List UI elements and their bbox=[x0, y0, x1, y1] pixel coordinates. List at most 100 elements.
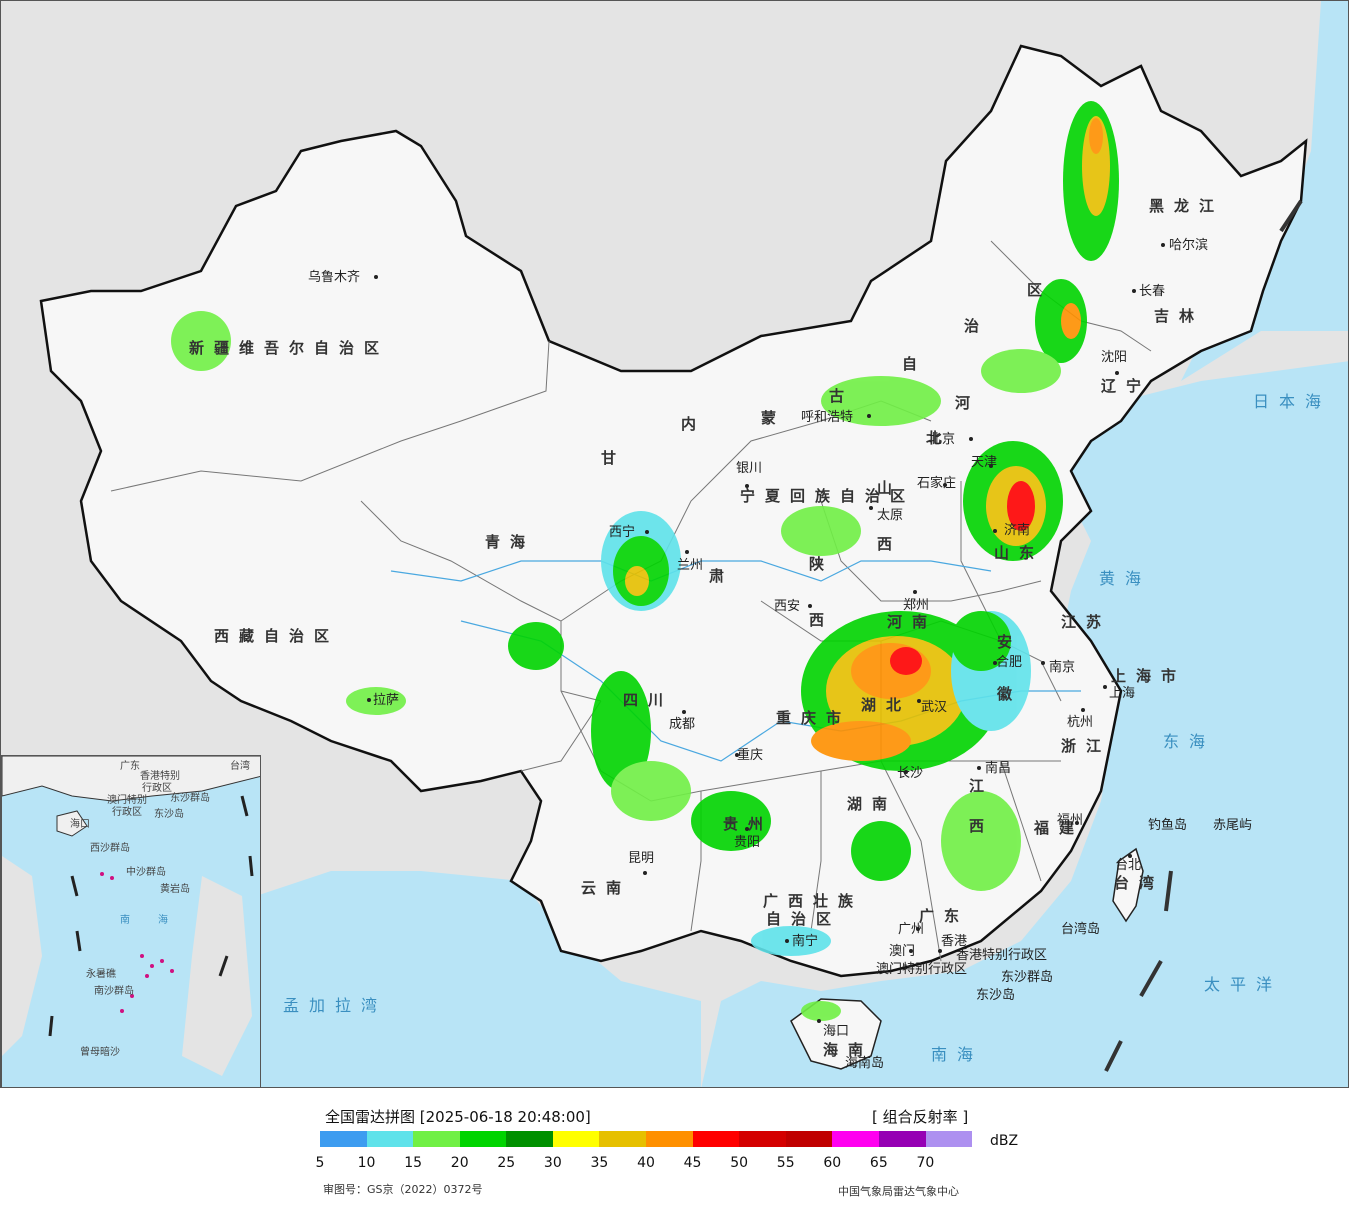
province-label: 自治区 bbox=[766, 910, 842, 928]
sea-japan bbox=[1181, 1, 1348, 381]
city-marker-icon bbox=[817, 1019, 821, 1023]
city-label: 乌鲁木齐 bbox=[308, 270, 361, 285]
inset-place-label: 西沙群岛 bbox=[90, 843, 130, 854]
province-label: 湖南 bbox=[847, 795, 898, 813]
city-marker-icon bbox=[1132, 289, 1136, 293]
sea-label: 东海 bbox=[1163, 732, 1216, 751]
city-label: 广州 bbox=[898, 922, 925, 937]
province-label: 吉林 bbox=[1154, 307, 1205, 325]
color-swatch bbox=[925, 1131, 973, 1147]
place-label: 澳门特别行政区 bbox=[876, 962, 968, 977]
color-swatch bbox=[878, 1131, 926, 1147]
scale-tick-label: 15 bbox=[404, 1155, 423, 1171]
city-label: 呼和浩特 bbox=[801, 410, 854, 425]
color-swatch bbox=[506, 1131, 553, 1147]
province-label: 区 bbox=[1027, 281, 1053, 299]
province-label: 河南 bbox=[887, 613, 938, 631]
color-swatch bbox=[413, 1131, 460, 1147]
color-swatch bbox=[785, 1131, 833, 1147]
inset-place-label: 海口 bbox=[70, 819, 90, 830]
scale-tick-label: 25 bbox=[497, 1155, 516, 1171]
city-label: 上海 bbox=[1109, 686, 1136, 701]
legend-product: [ 组合反射率 ] bbox=[872, 1108, 969, 1126]
inset-place-label: 黄岩岛 bbox=[160, 884, 190, 895]
city-label: 台北 bbox=[1115, 858, 1142, 873]
city-marker-icon bbox=[1128, 854, 1132, 858]
city-marker-icon bbox=[916, 927, 920, 931]
color-scale-bar bbox=[320, 1131, 973, 1147]
province-label: 西 bbox=[877, 535, 903, 553]
taiwan-island bbox=[1112, 847, 1144, 923]
city-marker-icon bbox=[1115, 371, 1119, 375]
scale-tick-label: 10 bbox=[357, 1155, 376, 1171]
sea-label: 孟加拉湾 bbox=[283, 996, 388, 1015]
city-marker-icon bbox=[969, 437, 973, 441]
sea-label: 日本海 bbox=[1253, 392, 1332, 411]
city-label: 济南 bbox=[1004, 523, 1031, 538]
province-label: 江苏 bbox=[1061, 613, 1112, 631]
province-label: 湖北 bbox=[861, 696, 912, 714]
city-label: 福州 bbox=[1057, 813, 1084, 828]
province-label: 古 bbox=[829, 387, 855, 405]
city-label: 澳门 bbox=[889, 944, 916, 959]
city-label: 太原 bbox=[877, 508, 904, 523]
city-label: 贵阳 bbox=[734, 835, 761, 850]
city-marker-icon bbox=[1103, 685, 1107, 689]
city-label: 长春 bbox=[1139, 284, 1166, 299]
scale-tick-label: 5 bbox=[315, 1155, 325, 1171]
city-label: 郑州 bbox=[903, 598, 930, 613]
province-label: 自 bbox=[902, 355, 928, 373]
city-marker-icon bbox=[1075, 821, 1079, 825]
city-marker-icon bbox=[745, 827, 749, 831]
province-label: 浙江 bbox=[1061, 737, 1112, 755]
sea-east bbox=[701, 361, 1348, 1087]
city-marker-icon bbox=[989, 464, 993, 468]
city-label: 海口 bbox=[823, 1024, 850, 1039]
province-label: 陕 bbox=[809, 555, 835, 573]
city-label: 天津 bbox=[971, 455, 998, 470]
inset-place-label: 曾母暗沙 bbox=[80, 1047, 120, 1058]
south-china-sea-inset: 南海海口 香港特别 行政区 澳门特别 行政区 东沙群岛 东沙岛 西沙群岛 中沙群岛 黄岩岛 永暑礁南… bbox=[1, 755, 261, 1087]
province-label: 西藏自治区 bbox=[214, 627, 340, 645]
city-label: 杭州 bbox=[1067, 715, 1094, 730]
city-label: 南京 bbox=[1049, 660, 1076, 675]
sea-label: 太平洋 bbox=[1204, 975, 1283, 994]
city-marker-icon bbox=[1081, 708, 1085, 712]
province-label: 河 bbox=[955, 394, 981, 412]
province-label: 青海 bbox=[485, 533, 536, 551]
city-label: 拉萨 bbox=[373, 693, 400, 708]
scale-tick-label: 65 bbox=[869, 1155, 888, 1171]
city-label: 武汉 bbox=[921, 700, 948, 715]
province-label: 台湾 bbox=[1114, 874, 1165, 892]
city-marker-icon bbox=[993, 529, 997, 533]
province-label: 安 bbox=[997, 633, 1023, 651]
inset-place-label: 澳门特别 bbox=[107, 795, 147, 806]
city-marker-icon bbox=[977, 766, 981, 770]
scale-tick-label: 50 bbox=[730, 1155, 749, 1171]
city-marker-icon bbox=[917, 699, 921, 703]
color-swatch bbox=[320, 1131, 367, 1147]
inset-place-label: 东沙岛 bbox=[154, 809, 184, 820]
scale-tick-label: 20 bbox=[450, 1155, 469, 1171]
organization-name: 中国气象局雷达气象中心 bbox=[838, 1185, 959, 1198]
legend-panel: 全国雷达拼图 [2025-06-18 20:48:00] [ 组合反射率 ] 5… bbox=[0, 1088, 1349, 1208]
city-label: 西安 bbox=[774, 599, 801, 614]
inset-place-label: 香港特别 bbox=[140, 771, 180, 782]
city-marker-icon bbox=[938, 949, 942, 953]
scale-tick-label: 60 bbox=[823, 1155, 842, 1171]
city-marker-icon bbox=[943, 483, 947, 487]
province-label: 山 bbox=[877, 479, 903, 497]
color-swatch bbox=[832, 1131, 879, 1147]
city-label: 合肥 bbox=[996, 655, 1023, 670]
city-marker-icon bbox=[867, 414, 871, 418]
scale-tick-label: 55 bbox=[776, 1155, 795, 1171]
radar-echoes bbox=[171, 101, 1119, 1021]
city-marker-icon bbox=[904, 770, 908, 774]
color-swatch bbox=[366, 1131, 414, 1147]
color-swatch bbox=[739, 1131, 786, 1147]
city-label: 银川 bbox=[736, 461, 763, 476]
city-label: 兰州 bbox=[677, 558, 704, 573]
province-label: 宁夏回族自治区 bbox=[740, 487, 916, 505]
province-label: 肃 bbox=[709, 567, 735, 585]
inset-place-label: 中沙群岛 bbox=[126, 867, 166, 878]
